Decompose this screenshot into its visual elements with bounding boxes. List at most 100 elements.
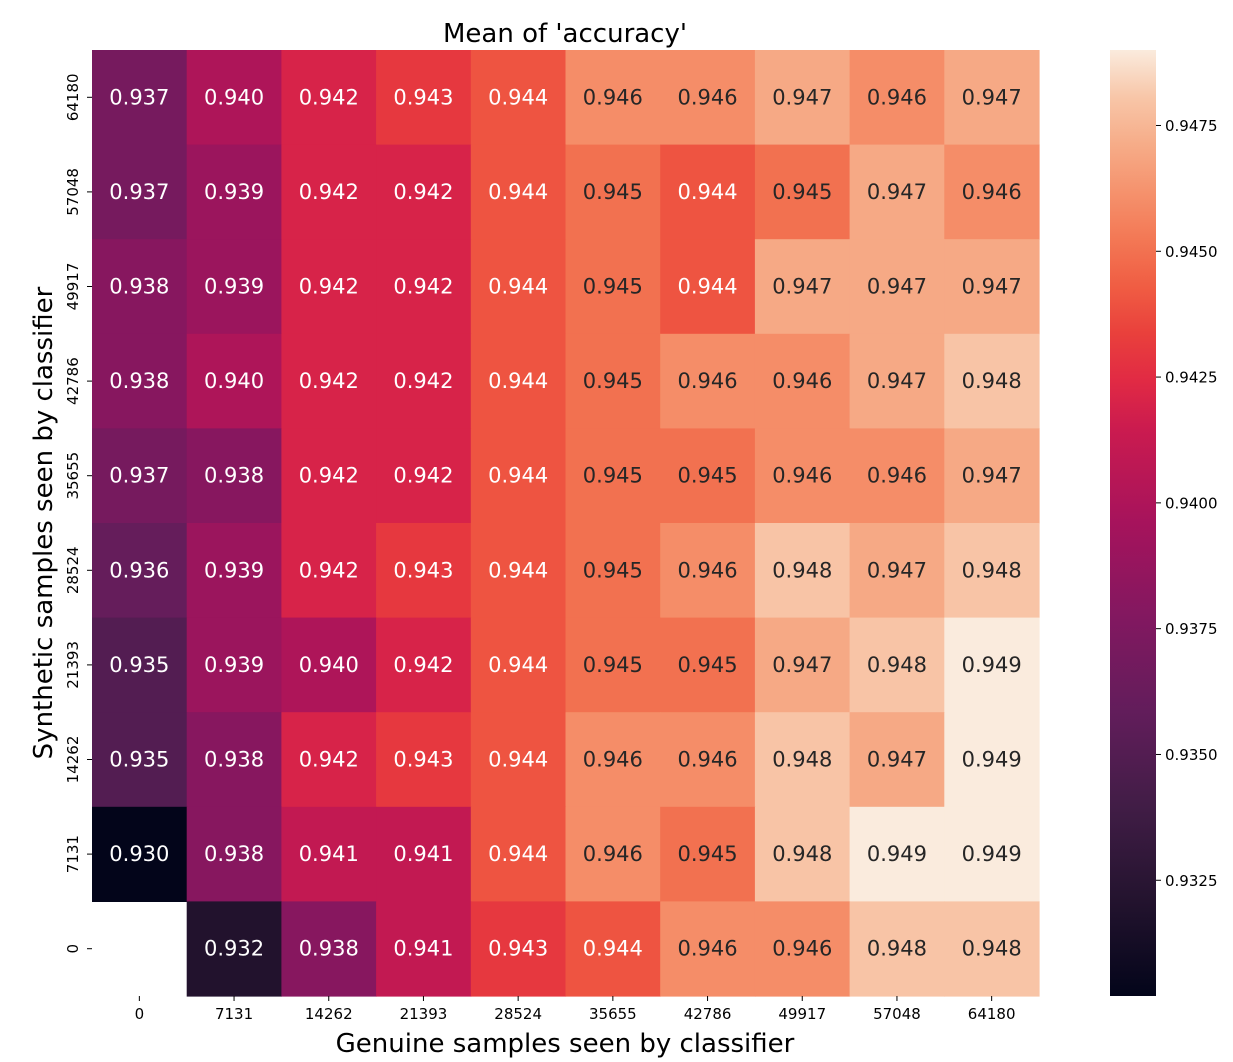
- cell-value-label: 0.945: [583, 180, 643, 204]
- cell-value-label: 0.942: [299, 464, 359, 488]
- heatmap-cell: [565, 333, 661, 429]
- heatmap-cell: [754, 50, 851, 146]
- heatmap-cell: [849, 333, 945, 429]
- heatmap-cell: [944, 333, 1040, 429]
- cell-value-label: 0.947: [772, 653, 832, 677]
- heatmap-cell: [281, 239, 377, 335]
- cell-value-label: 0.944: [488, 85, 548, 109]
- cell-value-label: 0.946: [677, 937, 737, 961]
- heatmap-cell: [944, 239, 1040, 335]
- x-tick-label: 7131: [215, 1005, 253, 1023]
- cell-value-label: 0.949: [962, 842, 1022, 866]
- heatmap-cell: [281, 712, 377, 808]
- heatmap-cell: [281, 50, 377, 146]
- cell-value-label: 0.939: [204, 653, 264, 677]
- heatmap-cell: [849, 806, 945, 902]
- heatmap-cell: [186, 50, 282, 146]
- cell-value-label: 0.946: [677, 85, 737, 109]
- heatmap-cell: [754, 428, 851, 524]
- cell-value-label: 0.942: [393, 464, 453, 488]
- cell-value-label: 0.948: [867, 653, 927, 677]
- heatmap-cell: [944, 806, 1040, 902]
- cell-value-label: 0.944: [677, 180, 737, 204]
- heatmap-cell: [660, 712, 756, 808]
- heatmap-cell: [92, 806, 188, 902]
- heatmap-cell: [944, 50, 1040, 146]
- cell-value-label: 0.937: [109, 464, 169, 488]
- cell-value-label: 0.942: [393, 180, 453, 204]
- cell-value-label: 0.948: [772, 748, 832, 772]
- cell-value-label: 0.946: [677, 558, 737, 582]
- cell-value-label: 0.937: [109, 180, 169, 204]
- heatmap-cell: [376, 901, 472, 997]
- heatmap-cell: [281, 617, 377, 713]
- cell-value-label: 0.942: [393, 275, 453, 299]
- cell-value-label: 0.938: [109, 369, 169, 393]
- cell-value-label: 0.945: [583, 653, 643, 677]
- heatmap-cell: [849, 50, 945, 146]
- colorbar-tick-label: 0.9475: [1165, 117, 1218, 135]
- colorbar-ticks: 0.9325 0.9350 0.9375 0.9400 0.9425 0.9450 0.94…: [1156, 117, 1218, 890]
- cell-value-label: 0.948: [772, 558, 832, 582]
- cell-value-label: 0.944: [488, 464, 548, 488]
- heatmap-cell: [754, 712, 851, 808]
- cell-value-label: 0.944: [488, 748, 548, 772]
- cell-value-label: 0.948: [962, 937, 1022, 961]
- cell-value-label: 0.942: [299, 85, 359, 109]
- y-tick-label: 7131: [64, 835, 82, 873]
- cell-value-label: 0.935: [109, 653, 169, 677]
- cell-value-label: 0.944: [488, 369, 548, 393]
- heatmap-cell: [92, 144, 188, 240]
- cell-value-label: 0.939: [204, 180, 264, 204]
- heatmap-cell: [944, 901, 1040, 997]
- heatmap-cell: [944, 428, 1040, 524]
- heatmap-cell: [754, 901, 851, 997]
- heatmap-cell: [376, 428, 472, 524]
- cell-value-label: 0.947: [867, 275, 927, 299]
- cell-value-label: 0.941: [299, 842, 359, 866]
- heatmap-cell: [470, 428, 567, 524]
- heatmap-cell: [376, 144, 472, 240]
- heatmap-cell: [281, 901, 377, 997]
- cell-value-label: 0.945: [772, 180, 832, 204]
- colorbar-tick-label: 0.9350: [1165, 746, 1218, 764]
- x-tick-label: 57048: [873, 1005, 921, 1023]
- heatmap-cell: [281, 806, 377, 902]
- heatmap-cell: [944, 617, 1040, 713]
- cell-value-label: 0.944: [488, 653, 548, 677]
- y-axis-label: Synthetic samples seen by classifier: [29, 286, 59, 759]
- heatmap-cell: [470, 901, 567, 997]
- y-tick-label: 14262: [64, 736, 82, 784]
- cell-value-label: 0.932: [204, 937, 264, 961]
- y-tick-label: 42786: [64, 357, 82, 405]
- heatmap-cell: [92, 617, 188, 713]
- y-tick-label: 57048: [64, 168, 82, 216]
- cell-value-label: 0.935: [109, 748, 169, 772]
- cell-value-label: 0.945: [583, 464, 643, 488]
- heatmap-cell: [470, 523, 567, 619]
- heatmap-cell: [92, 333, 188, 429]
- heatmap-cell: [944, 144, 1040, 240]
- heatmap-cell: [849, 239, 945, 335]
- cell-value-label: 0.946: [583, 842, 643, 866]
- heatmap-cell: [565, 523, 661, 619]
- heatmap-cell: [565, 144, 661, 240]
- cell-value-label: 0.945: [677, 842, 737, 866]
- cell-value-label: 0.942: [393, 369, 453, 393]
- x-tick-label: 21393: [400, 1005, 448, 1023]
- cell-value-label: 0.946: [677, 369, 737, 393]
- heatmap-cell: [754, 523, 851, 619]
- heatmap-cell: [565, 50, 661, 146]
- cell-value-label: 0.938: [109, 275, 169, 299]
- heatmap-cell: [376, 806, 472, 902]
- colorbar: [1110, 50, 1156, 996]
- cell-value-label: 0.942: [299, 275, 359, 299]
- x-tick-label: 28524: [494, 1005, 542, 1023]
- cell-value-label: 0.948: [962, 369, 1022, 393]
- heatmap-cell: [376, 333, 472, 429]
- heatmap-cell: [186, 239, 282, 335]
- heatmap-cell: [754, 144, 851, 240]
- cell-value-label: 0.947: [867, 558, 927, 582]
- cell-value-label: 0.944: [488, 180, 548, 204]
- heatmap-cell: [186, 806, 282, 902]
